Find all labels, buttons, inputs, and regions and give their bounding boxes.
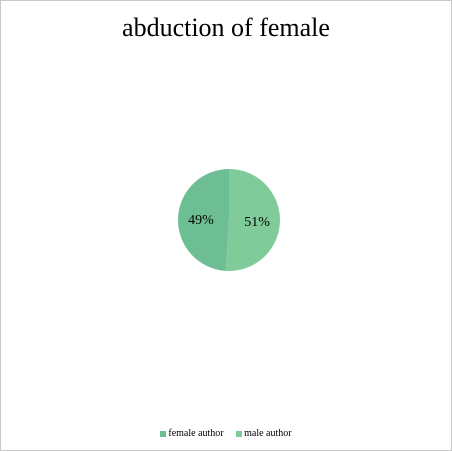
legend-swatch-female-author [160,430,167,437]
legend-label-male-author: male author [244,428,292,439]
data-label-female-author: 49% [188,213,214,228]
legend-item-female-author: female author [160,428,224,439]
legend-item-male-author: male author [236,428,292,439]
pie-slice-male-author [225,169,281,271]
pie-slice-female-author [178,169,229,271]
legend-label-female-author: female author [168,428,224,439]
chart-title: abduction of female [122,13,330,42]
data-label-male-author: 51% [244,215,270,230]
legend: female author male author [0,428,452,440]
legend-swatch-male-author [236,430,243,437]
